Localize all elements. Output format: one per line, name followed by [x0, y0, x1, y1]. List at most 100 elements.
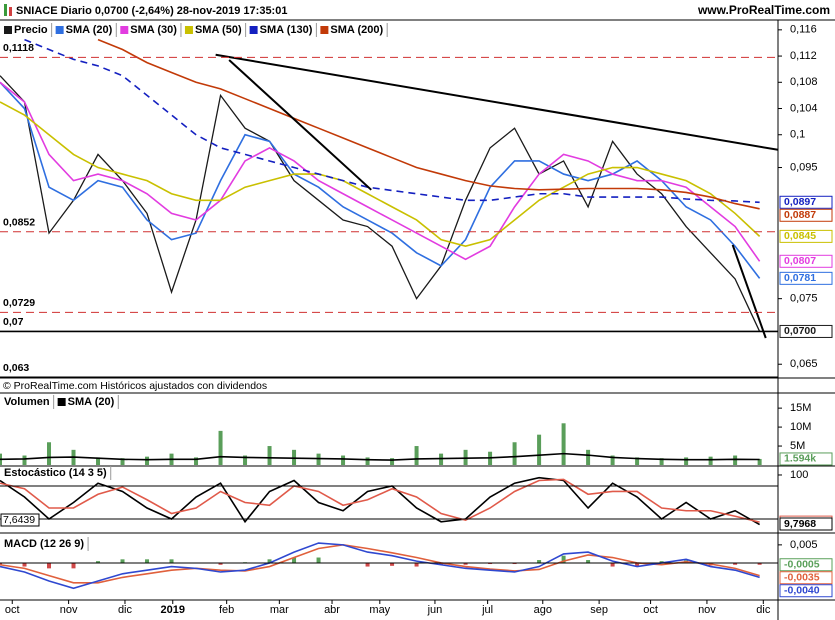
- legend-label: Volumen: [4, 396, 50, 408]
- bar: [47, 562, 52, 569]
- value-box: [779, 558, 833, 572]
- y-tick-label: 0,005: [790, 539, 818, 551]
- trend-line: [731, 244, 767, 339]
- title-icon: [4, 4, 7, 16]
- legend-swatch: [55, 26, 64, 34]
- value-box: [779, 584, 833, 598]
- legend-label: Precio: [14, 24, 48, 36]
- legend-label: MACD (12 26 9): [4, 538, 84, 550]
- bar: [316, 557, 321, 563]
- level-label: 0,0729: [3, 297, 35, 309]
- bar: [537, 560, 542, 563]
- source: www.ProRealTime.com: [697, 3, 830, 17]
- legend-swatch: [184, 26, 193, 34]
- value-box: [779, 517, 833, 531]
- side-label: 7,6439: [3, 514, 35, 526]
- bar: [292, 557, 297, 563]
- bar: [22, 562, 27, 567]
- series-line: [24, 38, 760, 204]
- series-line: [0, 542, 760, 590]
- bar: [267, 559, 272, 563]
- series-line: [0, 81, 761, 279]
- series-line: [0, 476, 761, 526]
- bar: [47, 442, 52, 465]
- bar: [243, 455, 248, 465]
- y-tick-label: 0,112: [790, 50, 817, 62]
- bar: [757, 458, 762, 465]
- bar: [96, 457, 101, 465]
- legend-label: SMA (50): [195, 24, 242, 36]
- y-tick-label: 0,116: [790, 24, 817, 36]
- value-label: -0,0040: [784, 585, 820, 597]
- y-tick-label: 0,075: [790, 293, 818, 305]
- value-label: 0,0700: [784, 325, 816, 337]
- x-tick-label: jun: [427, 604, 443, 616]
- legend-label: SMA (20): [68, 396, 115, 408]
- x-tick-label: jul: [481, 604, 493, 616]
- value-label: 0,0887: [784, 209, 816, 221]
- bar: [708, 456, 713, 465]
- bar: [659, 561, 664, 563]
- bar: [71, 562, 76, 569]
- bar: [341, 455, 346, 465]
- legend-swatch: [249, 26, 258, 34]
- bar: [267, 446, 272, 465]
- x-tick-label: may: [369, 604, 390, 616]
- note: © ProRealTime.com Históricos ajustados c…: [3, 380, 267, 392]
- series-line: [0, 452, 760, 461]
- level-label: 0,0852: [3, 217, 35, 229]
- value-label: 0,0781: [784, 272, 816, 284]
- bar: [733, 562, 738, 565]
- bar: [194, 457, 199, 465]
- series-line: [0, 81, 761, 262]
- legend-label: SMA (200): [330, 24, 383, 36]
- plot-area: [0, 38, 778, 339]
- y-tick-label: 0,104: [790, 102, 818, 114]
- bar: [22, 455, 27, 465]
- bar: [145, 559, 150, 563]
- x-tick-label: mar: [270, 604, 289, 616]
- bar: [390, 562, 395, 566]
- chart-title: SNIACE Diario 0,0700 (-2,64%) 28-nov-201…: [16, 5, 287, 17]
- x-tick-label: 2019: [161, 604, 185, 616]
- bar: [635, 457, 640, 465]
- bar: [390, 458, 395, 465]
- bar: [610, 455, 615, 465]
- bar: [635, 562, 640, 567]
- legend-label: SMA (30): [130, 24, 177, 36]
- side-box: [0, 513, 40, 527]
- bar: [488, 562, 493, 565]
- bar: [218, 430, 223, 465]
- value-label: 0,0897: [784, 196, 816, 208]
- x-tick-label: oct: [5, 604, 20, 616]
- bar: [610, 562, 615, 567]
- value-box: [779, 271, 833, 285]
- value-label: -0,0035: [784, 572, 820, 584]
- value-label: 1.594k: [784, 453, 816, 465]
- y-tick-label: 0,065: [790, 358, 818, 370]
- x-tick-label: sep: [590, 604, 608, 616]
- legend-swatch: [57, 398, 66, 406]
- y-tick-label: 0,108: [790, 76, 818, 88]
- bar: [463, 562, 468, 565]
- x-tick-label: dic: [756, 604, 771, 616]
- x-tick-label: abr: [324, 604, 340, 616]
- x-tick-label: dic: [118, 604, 133, 616]
- plot-area: [0, 476, 761, 526]
- y-tick-label: 100: [790, 469, 808, 481]
- y-tick-label: 0,095: [790, 161, 818, 173]
- series-line: [0, 101, 761, 248]
- legend-swatch: [120, 26, 129, 34]
- bar: [96, 561, 101, 563]
- bar: [537, 434, 542, 465]
- bar: [145, 456, 150, 465]
- bar: [512, 442, 517, 465]
- bar: [659, 458, 664, 465]
- bar: [586, 560, 591, 563]
- trend-line: [228, 59, 372, 191]
- value-box: [779, 324, 833, 338]
- plot-area: [0, 423, 762, 465]
